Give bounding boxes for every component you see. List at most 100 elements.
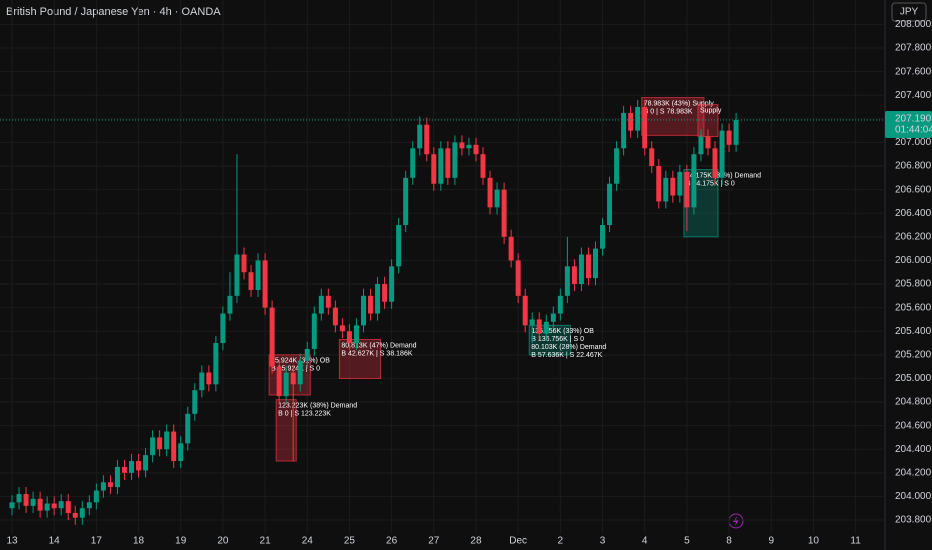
- candle-body: [564, 266, 570, 296]
- candle-body: [37, 498, 43, 511]
- last-price-tag: [885, 111, 932, 139]
- candle-body: [171, 431, 177, 462]
- x-tick-label: 9: [768, 536, 774, 547]
- candle-body: [234, 254, 240, 296]
- candle-body: [445, 148, 451, 178]
- candle-body: [670, 177, 676, 196]
- zone-label: B 42.627K | S 38.186K: [341, 350, 412, 357]
- zone-label: 136.756K (33%) OB: [531, 328, 594, 335]
- candle-body: [65, 501, 71, 513]
- candle-body: [143, 455, 149, 471]
- candle-body: [93, 490, 99, 503]
- candle-body: [515, 260, 521, 296]
- candle-body: [663, 177, 669, 202]
- zone-label: 78.983K (43%) Supply: [644, 100, 715, 107]
- candle-body: [227, 295, 233, 314]
- candle-body: [332, 307, 338, 326]
- candle-body: [325, 295, 331, 308]
- candle-body: [72, 512, 78, 518]
- y-tick-label: 205.000: [895, 373, 932, 384]
- candle-body: [283, 372, 289, 397]
- candle-body: [30, 498, 36, 506]
- candle-body: [44, 503, 50, 511]
- candle-body: [304, 348, 310, 361]
- y-tick-label: 204.000: [895, 491, 932, 502]
- last-price-label: 207.190: [895, 114, 932, 125]
- candle-body: [543, 321, 549, 334]
- y-tick-label: 204.800: [895, 397, 932, 408]
- candle-body: [114, 466, 120, 487]
- candle-body: [269, 307, 275, 367]
- candle-body: [691, 154, 697, 208]
- candle-body: [241, 254, 247, 273]
- candle-body: [522, 295, 528, 326]
- candle-body: [255, 260, 261, 290]
- candle-body: [592, 248, 598, 279]
- x-tick-label: 24: [302, 536, 314, 547]
- candle-body: [23, 494, 29, 506]
- candle-body: [635, 107, 641, 131]
- candle-body: [621, 112, 627, 149]
- x-tick-label: 25: [344, 536, 356, 547]
- zone-label: B 0 | S 78.983K: [644, 108, 693, 115]
- x-tick-label: 13: [6, 536, 18, 547]
- countdown-label: 01:44:04: [895, 125, 932, 136]
- currency-button[interactable]: [891, 2, 927, 22]
- candle-body: [452, 142, 458, 178]
- zone: [528, 324, 571, 356]
- x-tick-label: 3: [600, 536, 606, 547]
- candle-body: [361, 295, 366, 326]
- candle-body: [107, 482, 113, 487]
- zone: [268, 354, 311, 396]
- y-tick-label: 205.800: [895, 279, 932, 290]
- x-tick-label: 14: [49, 536, 61, 547]
- zone-label: 80.103K (28%) Demand: [531, 344, 606, 351]
- x-tick-label: 11: [850, 536, 861, 547]
- y-tick-label: 204.600: [895, 420, 932, 431]
- y-tick-label: 207.400: [895, 90, 932, 101]
- candle-body: [733, 120, 739, 145]
- candle-body: [508, 236, 514, 261]
- candle-body: [649, 148, 655, 167]
- y-tick-label: 204.200: [895, 467, 932, 478]
- candle-body: [494, 189, 500, 208]
- zone: [641, 97, 705, 136]
- zone: [338, 338, 382, 379]
- zone-label: B 15.924K | S 0: [271, 366, 320, 373]
- zone: [683, 169, 719, 238]
- candle-body: [51, 503, 57, 509]
- x-tick-label: 17: [91, 536, 103, 547]
- candle-body: [297, 360, 303, 385]
- candle-body: [368, 295, 374, 314]
- chart-title: British Pound / Japanese Yen · 4h · OAND…: [6, 6, 221, 18]
- candle-body: [403, 177, 409, 226]
- candle-body: [318, 295, 324, 314]
- candle-body: [353, 325, 359, 344]
- x-tick-label: 4: [642, 536, 648, 547]
- candle-body: [150, 437, 156, 456]
- candle-body: [164, 431, 170, 450]
- candle-body: [684, 171, 690, 208]
- candle-body: [213, 343, 219, 385]
- zone-label: B 0 | S 123.223K: [278, 411, 331, 418]
- candle-body: [220, 313, 226, 344]
- candle-body: [417, 124, 423, 149]
- y-tick-label: 205.200: [895, 349, 932, 360]
- candle-body: [712, 148, 718, 178]
- candle-body: [79, 508, 85, 518]
- y-tick-label: 203.800: [895, 515, 932, 526]
- candle-body: [480, 154, 486, 178]
- candle-body: [550, 313, 556, 322]
- candle-body: [501, 189, 507, 237]
- y-tick-label: 206.000: [895, 255, 932, 266]
- candle-body: [16, 494, 22, 503]
- candle-body: [607, 183, 613, 226]
- candle-body: [614, 148, 620, 184]
- y-tick-label: 206.400: [895, 208, 932, 219]
- x-tick-label: 27: [428, 536, 440, 547]
- y-tick-label: 207.000: [895, 137, 932, 148]
- y-tick-label: 206.800: [895, 161, 932, 172]
- candle-body: [199, 372, 205, 391]
- zone-label: 123.223K (38%) Demand: [278, 403, 357, 410]
